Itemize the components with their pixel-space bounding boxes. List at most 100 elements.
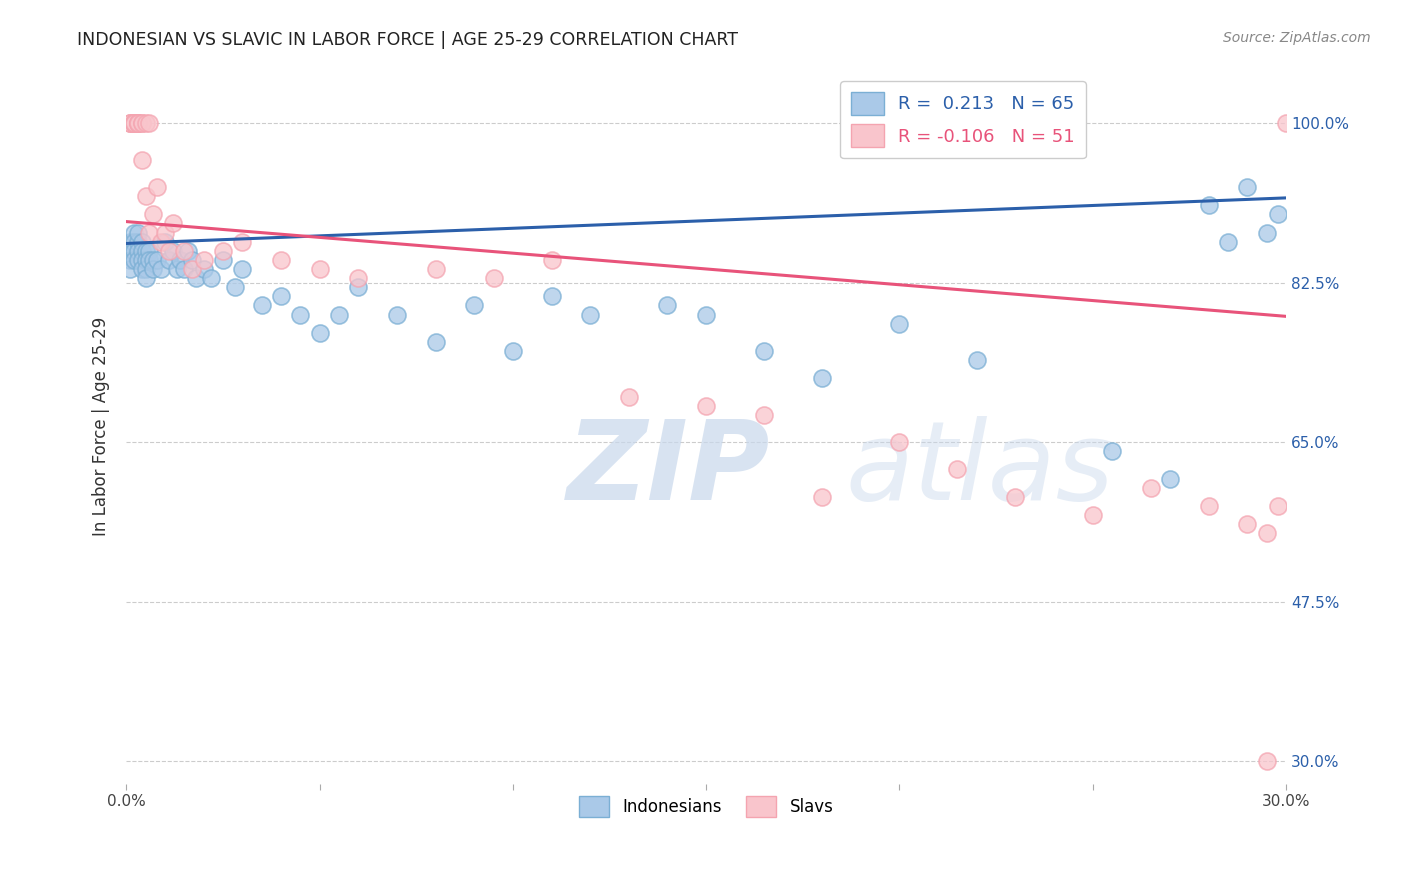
Point: [127, 116, 149, 130]
Point: [889, 435, 911, 450]
Point: [135, 252, 157, 267]
Point: [135, 116, 157, 130]
Point: [425, 262, 447, 277]
Point: [122, 252, 145, 267]
Point: [811, 490, 834, 504]
Point: [657, 298, 679, 312]
Point: [811, 371, 834, 385]
Point: [131, 116, 153, 130]
Point: [177, 244, 200, 258]
Point: [127, 252, 149, 267]
Point: [270, 252, 292, 267]
Point: [1256, 754, 1278, 768]
Point: [695, 308, 717, 322]
Point: [425, 334, 447, 349]
Point: [162, 244, 184, 258]
Point: [131, 153, 153, 167]
Point: [127, 116, 149, 130]
Point: [752, 343, 775, 358]
Point: [181, 262, 204, 277]
Point: [752, 408, 775, 422]
Point: [122, 244, 145, 258]
Point: [347, 280, 370, 294]
Point: [1256, 226, 1278, 240]
Point: [1236, 180, 1258, 194]
Point: [308, 326, 330, 340]
Point: [135, 189, 157, 203]
Point: [1256, 526, 1278, 541]
Point: [695, 399, 717, 413]
Point: [127, 244, 149, 258]
Point: [142, 252, 165, 267]
Point: [131, 244, 153, 258]
Point: [131, 252, 153, 267]
Point: [966, 353, 988, 368]
Point: [138, 244, 160, 258]
Point: [250, 298, 273, 312]
Point: [347, 271, 370, 285]
Point: [122, 116, 145, 130]
Point: [169, 252, 191, 267]
Point: [127, 116, 149, 130]
Point: [135, 271, 157, 285]
Point: [1081, 508, 1104, 522]
Point: [157, 244, 180, 258]
Point: [1275, 116, 1298, 130]
Point: [138, 252, 160, 267]
Point: [122, 116, 145, 130]
Point: [120, 244, 142, 258]
Point: [1198, 198, 1220, 212]
Point: [127, 116, 149, 130]
Point: [120, 252, 142, 267]
Point: [540, 252, 562, 267]
Text: atlas: atlas: [845, 416, 1114, 523]
Point: [1267, 207, 1289, 221]
Point: [120, 262, 142, 277]
Point: [153, 235, 176, 249]
Point: [181, 252, 204, 267]
Point: [135, 244, 157, 258]
Point: [166, 262, 188, 277]
Point: [120, 116, 142, 130]
Point: [1198, 499, 1220, 513]
Point: [146, 252, 169, 267]
Point: [138, 116, 160, 130]
Point: [153, 226, 176, 240]
Point: [617, 390, 640, 404]
Point: [212, 244, 235, 258]
Point: [889, 317, 911, 331]
Point: [173, 262, 195, 277]
Point: [308, 262, 330, 277]
Point: [1139, 481, 1161, 495]
Point: [270, 289, 292, 303]
Point: [212, 252, 235, 267]
Point: [1267, 499, 1289, 513]
Text: INDONESIAN VS SLAVIC IN LABOR FORCE | AGE 25-29 CORRELATION CHART: INDONESIAN VS SLAVIC IN LABOR FORCE | AG…: [77, 31, 738, 49]
Point: [946, 462, 969, 476]
Point: [138, 226, 160, 240]
Point: [1101, 444, 1123, 458]
Y-axis label: In Labor Force | Age 25-29: In Labor Force | Age 25-29: [93, 317, 110, 536]
Point: [290, 308, 312, 322]
Point: [120, 116, 142, 130]
Point: [1216, 235, 1239, 249]
Point: [135, 262, 157, 277]
Point: [385, 308, 408, 322]
Point: [142, 207, 165, 221]
Point: [193, 262, 215, 277]
Point: [1004, 490, 1026, 504]
Point: [120, 235, 142, 249]
Point: [146, 180, 169, 194]
Point: [162, 216, 184, 230]
Point: [127, 226, 149, 240]
Point: [120, 116, 142, 130]
Text: ZIP: ZIP: [567, 416, 770, 523]
Point: [328, 308, 350, 322]
Point: [463, 298, 485, 312]
Point: [122, 116, 145, 130]
Point: [142, 262, 165, 277]
Point: [122, 235, 145, 249]
Legend: Indonesians, Slavs: Indonesians, Slavs: [571, 788, 842, 825]
Text: Source: ZipAtlas.com: Source: ZipAtlas.com: [1223, 31, 1371, 45]
Point: [122, 116, 145, 130]
